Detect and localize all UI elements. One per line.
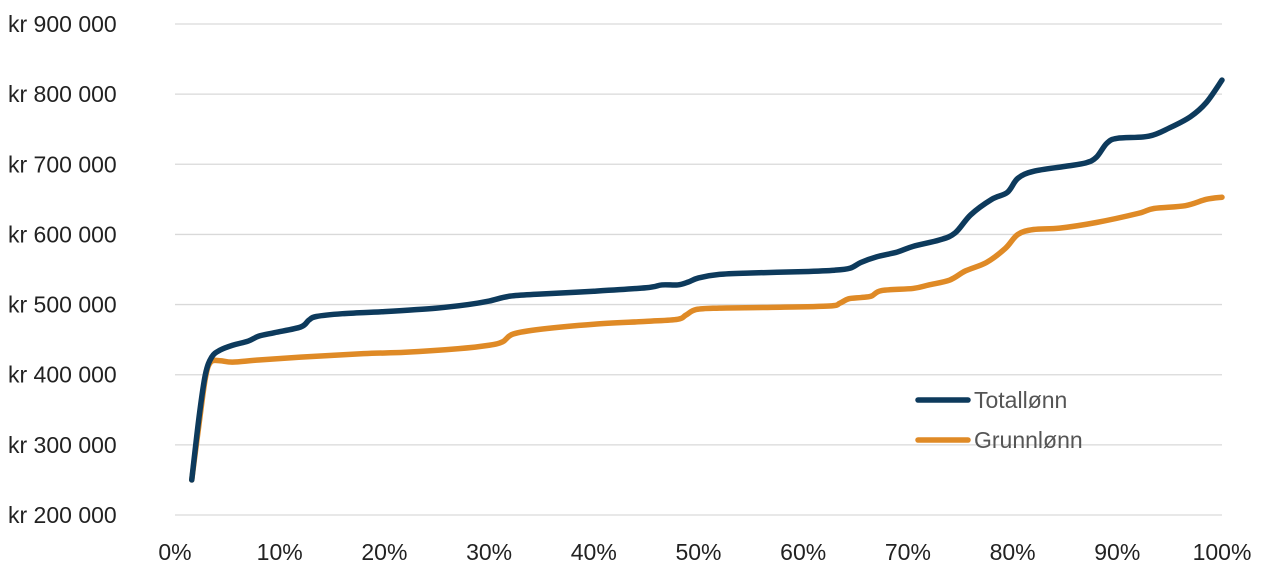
x-tick-label: 20% (361, 539, 407, 565)
y-tick-label: kr 800 000 (8, 81, 117, 107)
x-tick-label: 10% (257, 539, 303, 565)
y-tick-label: kr 900 000 (8, 11, 117, 37)
x-tick-label: 60% (780, 539, 826, 565)
y-tick-label: kr 400 000 (8, 362, 117, 388)
x-tick-label: 50% (675, 539, 721, 565)
legend: Totallønn Grunnlønn (915, 387, 1083, 453)
series-line-grunnlonn (189, 194, 1225, 483)
series-lines (189, 77, 1225, 483)
y-tick-label: kr 300 000 (8, 432, 117, 458)
gridlines (175, 23, 1222, 516)
y-tick-label: kr 200 000 (8, 502, 117, 528)
y-tick-label: kr 500 000 (8, 292, 117, 318)
legend-label-totallonn: Totallønn (974, 387, 1067, 413)
x-tick-label: 0% (158, 539, 191, 565)
x-axis-tick-labels: 0% 10% 20% 30% 40% 50% 60% 70% 80% 90% 100% (158, 539, 1251, 565)
y-axis-tick-labels: kr 200 000 kr 300 000 kr 400 000 kr 500 000… (8, 11, 117, 528)
series-line-totallonn (189, 77, 1225, 483)
x-tick-label: 30% (466, 539, 512, 565)
y-tick-label: kr 700 000 (8, 151, 117, 177)
legend-label-grunnlonn: Grunnlønn (974, 427, 1083, 453)
x-tick-label: 100% (1193, 539, 1252, 565)
y-tick-label: kr 600 000 (8, 221, 117, 247)
x-tick-label: 40% (571, 539, 617, 565)
x-tick-label: 70% (885, 539, 931, 565)
x-tick-label: 80% (990, 539, 1036, 565)
x-tick-label: 90% (1094, 539, 1140, 565)
